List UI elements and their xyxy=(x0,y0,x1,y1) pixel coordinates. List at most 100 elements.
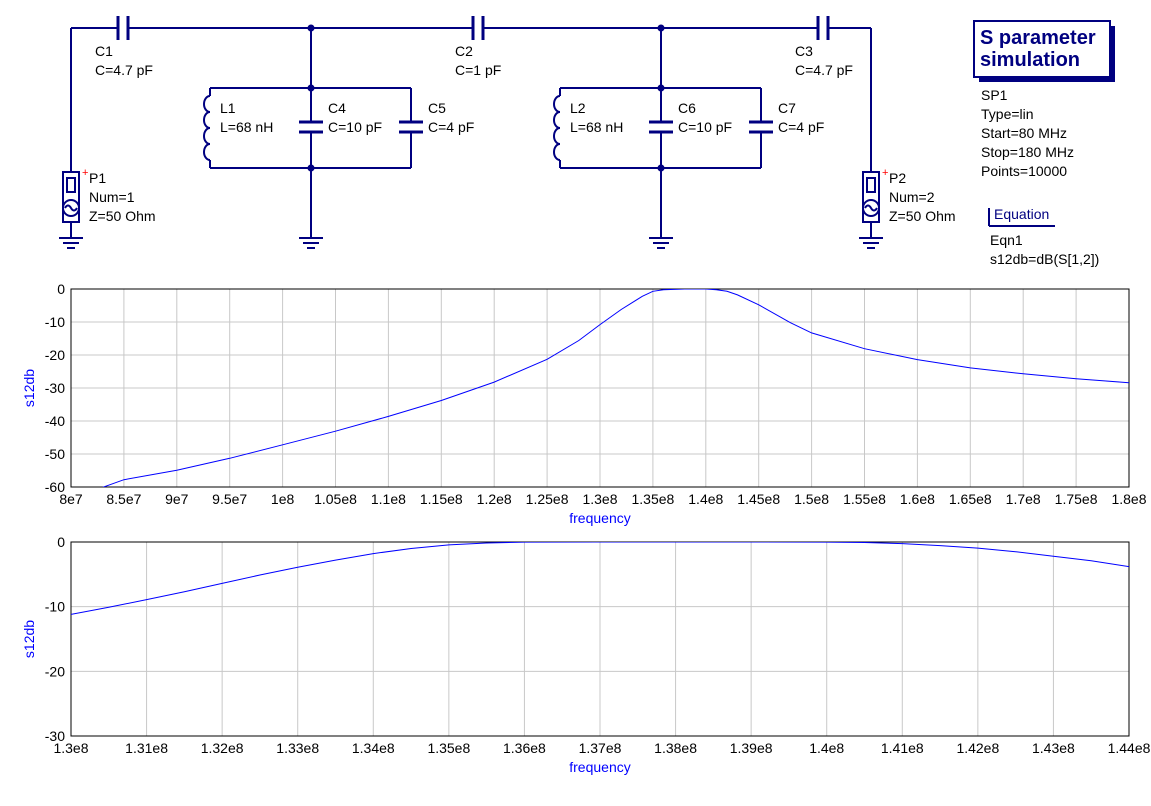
chart-s12db-wide[interactable]: 8e7 8.5e7 9e7 9.5e7 1e8 1.05e8 1.1e8 1.15e8 1.2e… xyxy=(21,281,1147,526)
capacitor-c4-icon[interactable] xyxy=(299,120,323,134)
x-tick-label: 9.5e7 xyxy=(212,491,247,507)
x-tick-label: 1.35e8 xyxy=(631,491,674,507)
c1-name: C1 xyxy=(95,43,113,59)
x-tick-label: 1.43e8 xyxy=(1032,740,1075,756)
port-p2-plus-icon: + xyxy=(882,167,888,179)
x-tick-label: 1.45e8 xyxy=(737,491,780,507)
x-tick-label: 1.3e8 xyxy=(582,491,617,507)
x-tick-label: 8.5e7 xyxy=(106,491,141,507)
port-p1-plus-icon: + xyxy=(82,167,88,179)
plot-frame xyxy=(70,288,1130,488)
y-tick-label: -30 xyxy=(45,728,65,744)
x-tick-label: 9e7 xyxy=(165,491,189,507)
p2-name: P2 xyxy=(889,170,906,186)
x-tick-label: 1e8 xyxy=(271,491,295,507)
capacitor-c2-icon[interactable] xyxy=(471,16,485,40)
x-tick-label: 1.38e8 xyxy=(654,740,697,756)
sim-param-start: Start=80 MHz xyxy=(981,125,1067,141)
y-tick-label: -50 xyxy=(45,446,65,462)
c7-value: C=4 pF xyxy=(778,119,824,135)
x-tick-label: 1.4e8 xyxy=(688,491,723,507)
c5-value: C=4 pF xyxy=(428,119,474,135)
c6-value: C=10 pF xyxy=(678,119,732,135)
y-axis-label: s12db xyxy=(21,369,37,407)
p2-impedance: Z=50 Ohm xyxy=(889,208,956,224)
y-tick-label: -10 xyxy=(45,599,65,615)
c3-value: C=4.7 pF xyxy=(795,62,853,78)
sim-param-name: SP1 xyxy=(981,87,1008,103)
chart-s12db-zoom[interactable]: 1.3e8 1.31e8 1.32e8 1.33e8 1.34e8 1.35e8 1.36e… xyxy=(21,534,1151,775)
sim-param-points: Points=10000 xyxy=(981,163,1067,179)
y-tick-label: 0 xyxy=(57,534,65,550)
capacitor-c6-icon[interactable] xyxy=(649,120,673,134)
y-tick-label: -30 xyxy=(45,380,65,396)
x-tick-label: 1.1e8 xyxy=(371,491,406,507)
c3-name: C3 xyxy=(795,43,813,59)
ground-icon xyxy=(649,237,673,249)
l1-name: L1 xyxy=(220,100,236,116)
y-tick-label: -20 xyxy=(45,663,65,679)
x-tick-label: 1.31e8 xyxy=(125,740,168,756)
port-p2-icon[interactable] xyxy=(862,171,880,238)
c1-value: C=4.7 pF xyxy=(95,62,153,78)
x-tick-label: 1.25e8 xyxy=(526,491,569,507)
p1-name: P1 xyxy=(89,170,106,186)
c2-value: C=1 pF xyxy=(455,62,501,78)
ground-icon xyxy=(859,237,883,249)
c7-name: C7 xyxy=(778,100,796,116)
y-axis-label: s12db xyxy=(21,620,37,658)
y-tick-label: -10 xyxy=(45,314,65,330)
sp-simulation-block[interactable]: S parameter simulation SP1 Type=lin Star… xyxy=(973,20,1115,179)
p2-num: Num=2 xyxy=(889,189,935,205)
x-tick-label: 1.35e8 xyxy=(427,740,470,756)
x-tick-label: 1.39e8 xyxy=(730,740,773,756)
component-labels: C1 C=4.7 pF C2 C=1 pF C3 C=4.7 pF L1 L=6… xyxy=(89,43,956,224)
x-axis-label: frequency xyxy=(569,759,630,775)
equation-name: Eqn1 xyxy=(990,232,1023,248)
port-p1-icon[interactable] xyxy=(62,171,80,238)
p1-num: Num=1 xyxy=(89,189,135,205)
y-tick-label: -60 xyxy=(45,479,65,495)
x-tick-label: 1.75e8 xyxy=(1055,491,1098,507)
x-tick-label: 1.5e8 xyxy=(794,491,829,507)
ground-icon xyxy=(299,237,323,249)
x-tick-label: 1.41e8 xyxy=(881,740,924,756)
inductor-l2-icon[interactable] xyxy=(553,95,561,161)
x-axis-label: frequency xyxy=(569,510,630,526)
c4-name: C4 xyxy=(328,100,346,116)
x-tick-label: 1.8e8 xyxy=(1111,491,1146,507)
l2-name: L2 xyxy=(570,100,586,116)
series-line-s12db xyxy=(71,542,1129,615)
equation-block[interactable]: Equation Eqn1 s12db=dB(S[1,2]) xyxy=(988,206,1099,267)
x-tick-label: 1.44e8 xyxy=(1108,740,1151,756)
capacitor-c5-icon[interactable] xyxy=(399,120,423,134)
y-tick-label: -40 xyxy=(45,413,65,429)
sim-title-line1: S parameter xyxy=(980,27,1096,49)
x-tick-label: 1.42e8 xyxy=(956,740,999,756)
equation-expression: s12db=dB(S[1,2]) xyxy=(990,251,1099,267)
x-tick-label: 1.33e8 xyxy=(276,740,319,756)
ground-icon xyxy=(59,237,83,249)
capacitor-c7-icon[interactable] xyxy=(749,120,773,134)
sim-title-line2: simulation xyxy=(980,49,1080,71)
x-tick-label: 1.3e8 xyxy=(53,740,88,756)
c5-name: C5 xyxy=(428,100,446,116)
y-tick-label: -20 xyxy=(45,347,65,363)
x-tick-label: 1.6e8 xyxy=(900,491,935,507)
c2-name: C2 xyxy=(455,43,473,59)
capacitor-c1-icon[interactable] xyxy=(116,16,130,40)
capacitor-c3-icon[interactable] xyxy=(816,16,830,40)
y-tick-label: 0 xyxy=(57,281,65,297)
sim-param-stop: Stop=180 MHz xyxy=(981,144,1074,160)
l2-value: L=68 nH xyxy=(570,119,623,135)
x-tick-label: 1.32e8 xyxy=(201,740,244,756)
x-tick-label: 1.05e8 xyxy=(314,491,357,507)
l1-value: L=68 nH xyxy=(220,119,273,135)
x-tick-label: 1.7e8 xyxy=(1006,491,1041,507)
p1-impedance: Z=50 Ohm xyxy=(89,208,156,224)
c4-value: C=10 pF xyxy=(328,119,382,135)
inductor-l1-icon[interactable] xyxy=(203,95,211,161)
series-line-s12db xyxy=(102,289,1129,487)
equation-header: Equation xyxy=(994,206,1049,222)
